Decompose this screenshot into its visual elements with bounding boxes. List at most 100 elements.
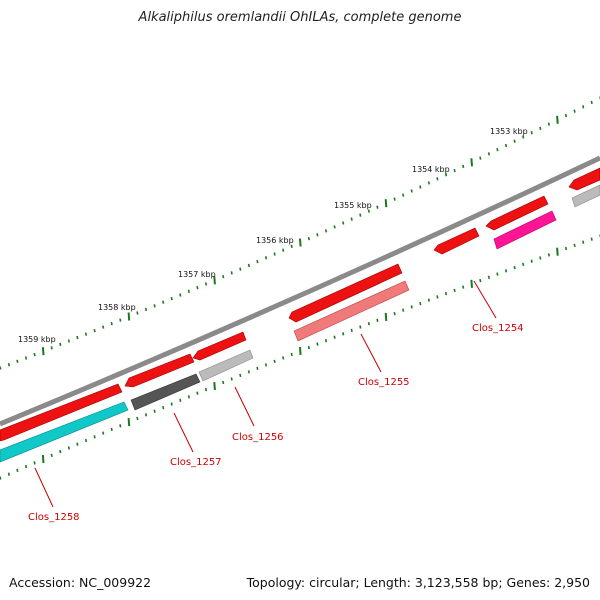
major-tick: [556, 247, 559, 256]
minor-tick: [444, 173, 448, 177]
minor-tick: [564, 113, 568, 118]
minor-tick: [333, 335, 336, 339]
minor-tick: [547, 253, 550, 257]
major-tick: [213, 276, 216, 285]
minor-tick: [496, 272, 499, 276]
minor-tick: [436, 295, 439, 299]
minor-tick: [84, 332, 88, 336]
minor-tick: [316, 233, 319, 237]
cds-feature[interactable]: [433, 227, 480, 255]
minor-tick: [290, 352, 293, 357]
minor-tick: [462, 285, 465, 289]
minor-tick: [247, 370, 250, 374]
minor-tick: [84, 438, 88, 443]
accession-text: Accession: NC_009922: [9, 575, 152, 590]
minor-tick: [333, 225, 336, 229]
minor-tick: [153, 304, 156, 308]
minor-tick: [282, 356, 285, 360]
cds-feature[interactable]: [192, 331, 247, 361]
scale-label: 1357 kbp: [178, 270, 216, 279]
cds-feature[interactable]: [124, 353, 195, 388]
major-tick: [470, 279, 473, 288]
minor-tick: [453, 168, 456, 173]
minor-tick: [530, 131, 533, 135]
scale-label: 1358 kbp: [98, 303, 136, 312]
minor-tick: [144, 413, 148, 417]
minor-tick: [196, 286, 199, 290]
minor-tick: [110, 427, 113, 432]
minor-tick: [504, 143, 508, 148]
minor-tick: [402, 193, 405, 197]
minor-tick: [33, 352, 36, 357]
minor-tick: [136, 416, 139, 421]
minor-tick: [539, 126, 542, 131]
minor-tick: [230, 271, 233, 275]
minor-tick: [187, 289, 190, 293]
cds-feature[interactable]: [198, 349, 254, 382]
cds-feature[interactable]: [0, 401, 129, 463]
minor-tick: [307, 345, 310, 350]
minor-tick: [513, 265, 516, 270]
minor-tick: [410, 305, 413, 309]
minor-tick: [376, 205, 379, 209]
cds-feature[interactable]: [568, 167, 600, 191]
minor-tick: [290, 244, 293, 248]
cds-feature[interactable]: [485, 195, 549, 231]
gene-label[interactable]: Clos_1254: [472, 323, 524, 334]
minor-tick: [376, 318, 379, 322]
minor-tick: [427, 298, 430, 302]
minor-tick: [582, 105, 585, 109]
minor-tick: [59, 342, 62, 347]
gene-label[interactable]: Clos_1255: [358, 377, 410, 388]
cds-feature[interactable]: [130, 373, 201, 411]
minor-tick: [410, 189, 413, 193]
gene-label[interactable]: Clos_1258: [28, 512, 80, 523]
minor-tick: [359, 325, 362, 329]
major-tick: [470, 158, 473, 167]
gene-label[interactable]: Clos_1257: [170, 457, 222, 468]
minor-tick: [264, 256, 268, 260]
minor-tick: [144, 307, 148, 312]
minor-tick: [93, 328, 96, 333]
major-tick: [556, 115, 559, 124]
cds-feature[interactable]: [0, 383, 123, 442]
minor-tick: [204, 282, 208, 286]
minor-tick: [24, 356, 28, 360]
minor-tick: [324, 339, 328, 343]
minor-tick: [7, 363, 10, 367]
minor-tick: [573, 109, 576, 113]
scale-ticks: [0, 96, 600, 480]
cds-feature[interactable]: [293, 280, 410, 342]
minor-tick: [162, 300, 165, 304]
minor-tick: [187, 395, 190, 399]
minor-tick: [307, 236, 310, 241]
minor-tick: [67, 339, 70, 343]
minor-tick: [513, 139, 516, 143]
major-tick: [41, 455, 45, 464]
major-tick: [213, 382, 216, 391]
major-tick: [127, 418, 131, 427]
cds-feature[interactable]: [288, 263, 403, 323]
minor-tick: [0, 476, 2, 480]
cds-feature[interactable]: [571, 184, 600, 208]
minor-tick: [350, 328, 353, 333]
cds-feature[interactable]: [493, 210, 557, 250]
major-tick: [299, 238, 302, 247]
minor-tick: [590, 237, 593, 241]
minor-tick: [50, 453, 53, 458]
minor-tick: [33, 461, 36, 465]
minor-tick: [222, 274, 225, 279]
minor-tick: [110, 321, 113, 326]
minor-tick: [119, 318, 122, 322]
minor-tick: [0, 366, 2, 370]
leader-line: [234, 386, 255, 427]
minor-tick: [342, 332, 345, 336]
minor-tick: [393, 311, 396, 316]
gene-label[interactable]: Clos_1256: [232, 432, 284, 443]
minor-tick: [436, 177, 439, 181]
minor-tick: [444, 291, 448, 296]
minor-tick: [24, 464, 28, 469]
minor-tick: [119, 424, 122, 428]
minor-tick: [76, 335, 79, 340]
minor-tick: [496, 148, 499, 152]
